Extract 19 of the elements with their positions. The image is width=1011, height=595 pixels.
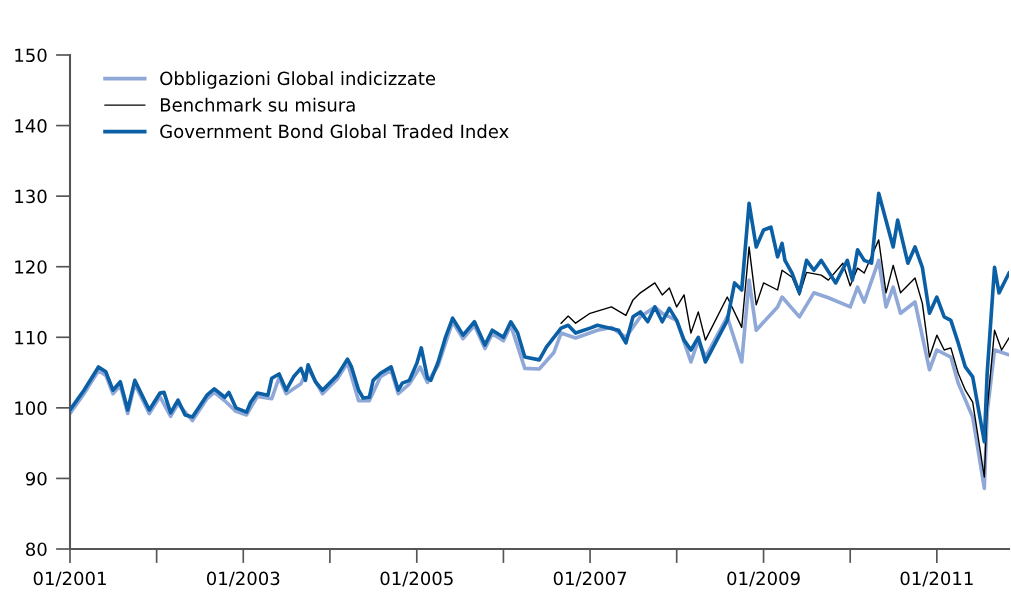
x-tick-label: 01/2007 — [553, 571, 627, 587]
legend-label: Benchmark su misura — [160, 97, 355, 112]
legend-label: Government Bond Global Traded Index — [160, 124, 509, 139]
y-tick-label: 80 — [26, 542, 47, 557]
legend-label: Obbligazioni Global indicizzate — [160, 71, 436, 89]
y-tick-label: 130 — [15, 189, 47, 204]
x-tick-label: 01/2009 — [727, 571, 800, 587]
y-tick-label: 140 — [15, 119, 47, 133]
y-tick-label: 90 — [25, 471, 47, 486]
y-tick-label: 110 — [15, 330, 47, 345]
x-tick-label: 01/2011 — [900, 571, 973, 587]
y-tick-label: 150 — [15, 48, 47, 63]
x-tick-label: 01/2005 — [380, 571, 453, 587]
line-series — [70, 191, 1009, 444]
y-tick-label: 100 — [15, 401, 47, 415]
line-series — [560, 239, 1009, 478]
y-tick-label: 120 — [15, 260, 47, 274]
x-tick-label: 01/2003 — [206, 571, 280, 587]
x-tick-label: 01/2001 — [33, 571, 106, 587]
